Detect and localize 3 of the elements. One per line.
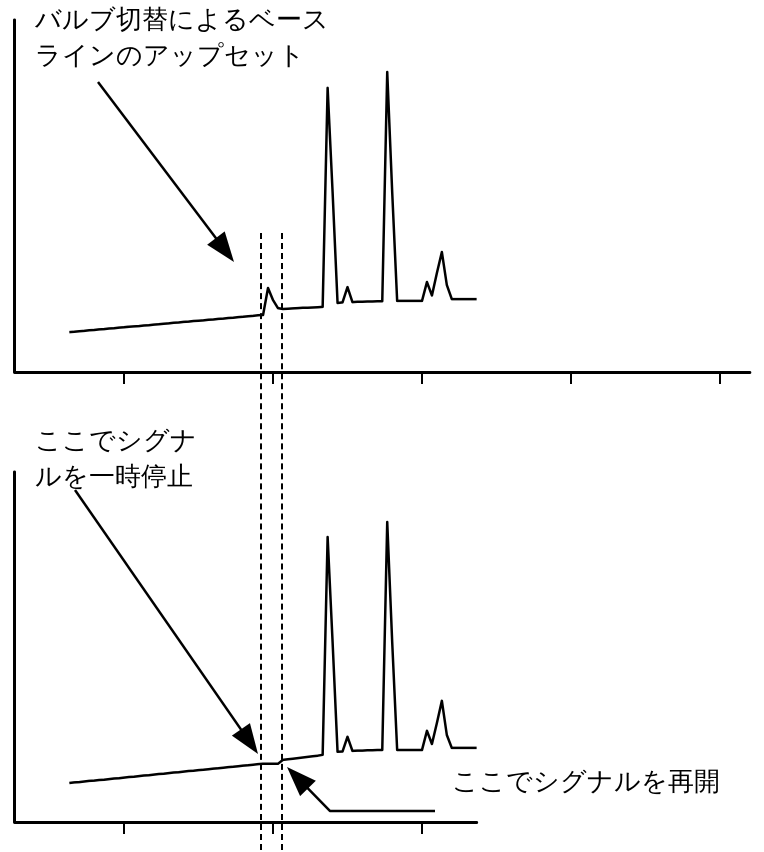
annotation: ここでシグナルを再開 [452,767,720,797]
text: ここでシグナルを一時停止 [35,426,197,492]
text: バルブ切替によるベースラインのアップセット [34,5,329,71]
